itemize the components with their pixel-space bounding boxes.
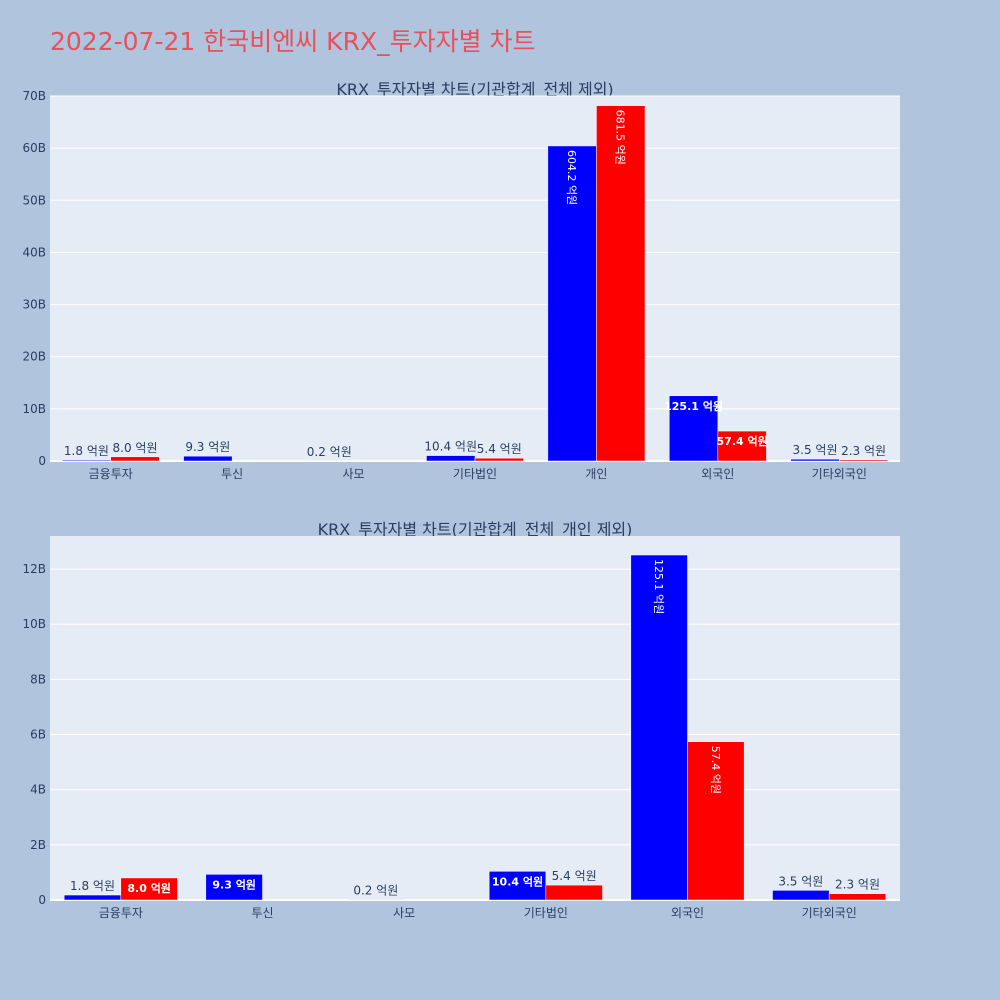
- bar-data-label: 1.8 억원: [64, 444, 109, 458]
- bar-data-label: 57.4 억원: [717, 434, 768, 448]
- y-tick-label: 2B: [30, 838, 46, 852]
- x-tick-label: 기타외국인: [802, 906, 857, 920]
- bar-data-label: 57.4 억원: [709, 746, 722, 794]
- bar-sell: [717, 430, 767, 462]
- y-tick-label: 30B: [22, 298, 46, 312]
- bar-data-label: 604.2 억원: [565, 150, 578, 205]
- chart-title: KRX_투자자별 차트(기관합계_전체_개인 제외): [318, 520, 633, 540]
- y-tick-label: 10B: [22, 402, 46, 416]
- x-tick-label: 금융투자: [99, 906, 143, 920]
- x-tick-label: 외국인: [701, 467, 734, 481]
- y-tick-label: 10B: [22, 617, 46, 631]
- bar-data-label: 125.1 억원: [664, 399, 723, 413]
- chart-title: KRX_투자자별 차트(기관합계_전체 제외): [336, 80, 613, 100]
- x-tick-label: 사모: [343, 467, 365, 481]
- y-tick-label: 0: [38, 893, 46, 907]
- bar-data-label: 2.3 억원: [841, 444, 886, 458]
- bar-sell: [687, 741, 745, 901]
- bar-data-label: 1.8 억원: [70, 879, 115, 893]
- y-tick-label: 0: [38, 454, 46, 468]
- bar-buy: [547, 145, 597, 462]
- y-tick-label: 20B: [22, 350, 46, 364]
- bar-sell: [474, 457, 524, 462]
- bar-sell: [839, 459, 889, 462]
- y-tick-label: 50B: [22, 193, 46, 207]
- bar-data-label: 5.4 억원: [552, 869, 597, 883]
- y-tick-label: 4B: [30, 783, 46, 797]
- bar-buy: [61, 459, 111, 462]
- bar-sell: [120, 877, 178, 901]
- chart-top-all-investors: KRX_투자자별 차트(기관합계_전체 제외) 0 10B 20B 30B 40B 50B 6…: [22, 80, 900, 481]
- bar-data-label: 8.0 억원: [127, 881, 171, 895]
- bar-data-label: 681.5 억원: [614, 110, 627, 165]
- chart-bottom-excluding-individuals: KRX_투자자별 차트(기관합계_전체_개인 제외) 0 2B 4B 6B 8B 10B 12…: [22, 520, 900, 920]
- bar-buy: [488, 871, 547, 901]
- y-tick-label: 40B: [22, 245, 46, 259]
- bar-data-label: 3.5 억원: [778, 874, 823, 888]
- y-tick-label: 60B: [22, 141, 46, 155]
- bar-sell: [110, 456, 160, 462]
- y-tick-label: 8B: [30, 672, 46, 686]
- y-tick-label: 70B: [22, 89, 46, 103]
- bar-data-label: 9.3 억원: [185, 440, 230, 454]
- bar-data-label: 10.4 억원: [492, 874, 543, 888]
- bar-data-label: 10.4 억원: [424, 440, 477, 454]
- bar-sell: [596, 105, 646, 462]
- bar-buy: [347, 899, 405, 901]
- bar-sell: [545, 884, 603, 901]
- x-tick-label: 투신: [221, 467, 243, 481]
- bar-data-label: 9.3 억원: [212, 877, 256, 891]
- x-tick-label: 개인: [585, 467, 607, 481]
- bar-data-label: 3.5 억원: [793, 443, 838, 457]
- x-tick-label: 금융투자: [89, 467, 133, 481]
- bar-buy: [790, 458, 840, 462]
- x-tick-label: 사모: [393, 906, 415, 920]
- y-tick-label: 6B: [30, 728, 46, 742]
- bar-buy: [183, 455, 233, 462]
- bar-buy: [630, 554, 688, 901]
- bar-data-label: 2.3 억원: [835, 878, 880, 892]
- plot-area: [50, 536, 900, 900]
- x-tick-label: 투신: [251, 906, 273, 920]
- bar-data-label: 5.4 억원: [477, 442, 522, 456]
- x-tick-label: 기타외국인: [812, 467, 867, 481]
- x-tick-label: 기타법인: [453, 467, 497, 481]
- page-title: 2022-07-21 한국비엔씨 KRX_투자자별 차트: [50, 27, 536, 56]
- bar-buy: [205, 874, 263, 901]
- bar-data-label: 0.2 억원: [353, 883, 398, 897]
- plot-area: [50, 96, 900, 461]
- bar-buy: [669, 395, 719, 462]
- bar-data-label: 125.1 억원: [652, 559, 665, 614]
- bar-sell: [828, 893, 887, 901]
- bar-data-label: 8.0 억원: [113, 441, 158, 455]
- bar-buy: [426, 455, 476, 462]
- bar-buy: [772, 890, 830, 901]
- x-tick-label: 외국인: [671, 906, 704, 920]
- x-tick-label: 기타법인: [524, 906, 568, 920]
- y-tick-label: 12B: [22, 562, 46, 576]
- bar-data-label: 0.2 억원: [307, 445, 352, 459]
- bar-buy: [63, 894, 122, 901]
